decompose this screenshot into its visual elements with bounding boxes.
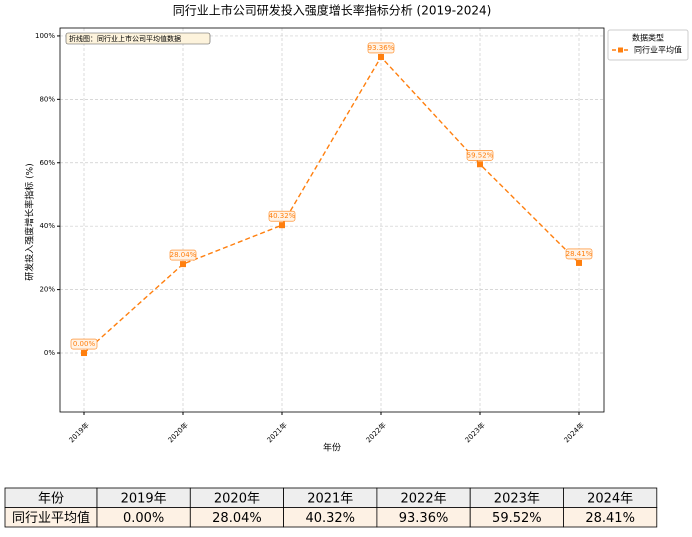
data-label: 0.00%	[73, 340, 96, 348]
x-tick-label: 2023年	[463, 420, 487, 444]
y-tick-label: 100%	[35, 32, 55, 40]
chart-title: 同行业上市公司研发投入强度增长率指标分析 (2019-2024)	[173, 3, 492, 18]
data-label: 93.36%	[368, 44, 395, 52]
data-label: 40.32%	[269, 212, 296, 220]
data-label-group: 0.00%	[70, 338, 98, 350]
data-label-group: 28.41%	[565, 248, 593, 260]
x-tick-label: 2022年	[364, 420, 388, 444]
legend-title: 数据类型	[632, 33, 664, 43]
data-point	[279, 222, 285, 229]
table-cell-text: 2021年	[307, 491, 353, 506]
data-label-group: 93.36%	[367, 42, 395, 54]
data-point	[576, 259, 582, 266]
table-cell-text: 28.04%	[212, 511, 262, 526]
data-label-box	[466, 149, 494, 161]
table-cell-text: 2024年	[587, 491, 633, 506]
y-tick-label: 60%	[39, 159, 55, 167]
data-label-box	[169, 249, 197, 261]
table-cell-text: 同行业平均值	[12, 510, 90, 526]
data-label-group: 40.32%	[268, 210, 296, 222]
table-cell-text: 2019年	[121, 491, 167, 506]
table-cell	[563, 507, 658, 528]
data-label-group: 28.04%	[169, 249, 197, 261]
y-tick-label: 80%	[39, 95, 55, 103]
x-tick-label: 2024年	[562, 420, 586, 444]
annotation: 折线图：同行业上市公司平均值数据	[69, 34, 181, 43]
x-tick-label: 2019年	[67, 420, 91, 444]
y-tick-label: 20%	[39, 286, 55, 294]
y-tick-label: 0%	[44, 349, 55, 357]
plot-frame	[59, 27, 605, 413]
data-label-box	[367, 42, 395, 54]
data-point	[378, 53, 384, 60]
table-cell-text: 2023年	[494, 491, 540, 506]
table-cell-text: 93.36%	[399, 511, 449, 526]
data-label-box	[565, 248, 593, 260]
legend-label: 同行业平均值	[634, 45, 682, 55]
data-point	[180, 261, 186, 268]
data-label-box	[268, 210, 296, 222]
table-cell-text: 2020年	[214, 491, 260, 506]
data-point	[81, 350, 87, 357]
data-point	[477, 161, 483, 168]
data-label: 28.41%	[566, 250, 593, 258]
series-line	[83, 55, 580, 354]
table-cell-text: 59.52%	[492, 511, 542, 526]
annotation-box	[65, 32, 211, 45]
table-cell-text: 40.32%	[305, 511, 355, 526]
legend-box	[607, 29, 689, 61]
y-axis-label: 研发投入强度增长率指标 (%)	[24, 163, 36, 280]
data-label-group: 59.52%	[466, 149, 494, 161]
y-tick-label: 40%	[39, 222, 55, 230]
x-tick-label: 2020年	[166, 420, 190, 444]
data-label: 59.52%	[467, 151, 494, 159]
table-cell-text: 年份	[38, 491, 64, 506]
x-axis-label: 年份	[323, 442, 341, 454]
data-label-box	[70, 338, 98, 350]
data-label: 28.04%	[170, 251, 197, 259]
table-cell-text: 2022年	[401, 491, 447, 506]
legend-marker	[618, 47, 623, 53]
x-tick-label: 2021年	[265, 420, 289, 444]
table-cell-text: 0.00%	[123, 511, 164, 526]
table-cell-text: 28.41%	[585, 511, 635, 526]
